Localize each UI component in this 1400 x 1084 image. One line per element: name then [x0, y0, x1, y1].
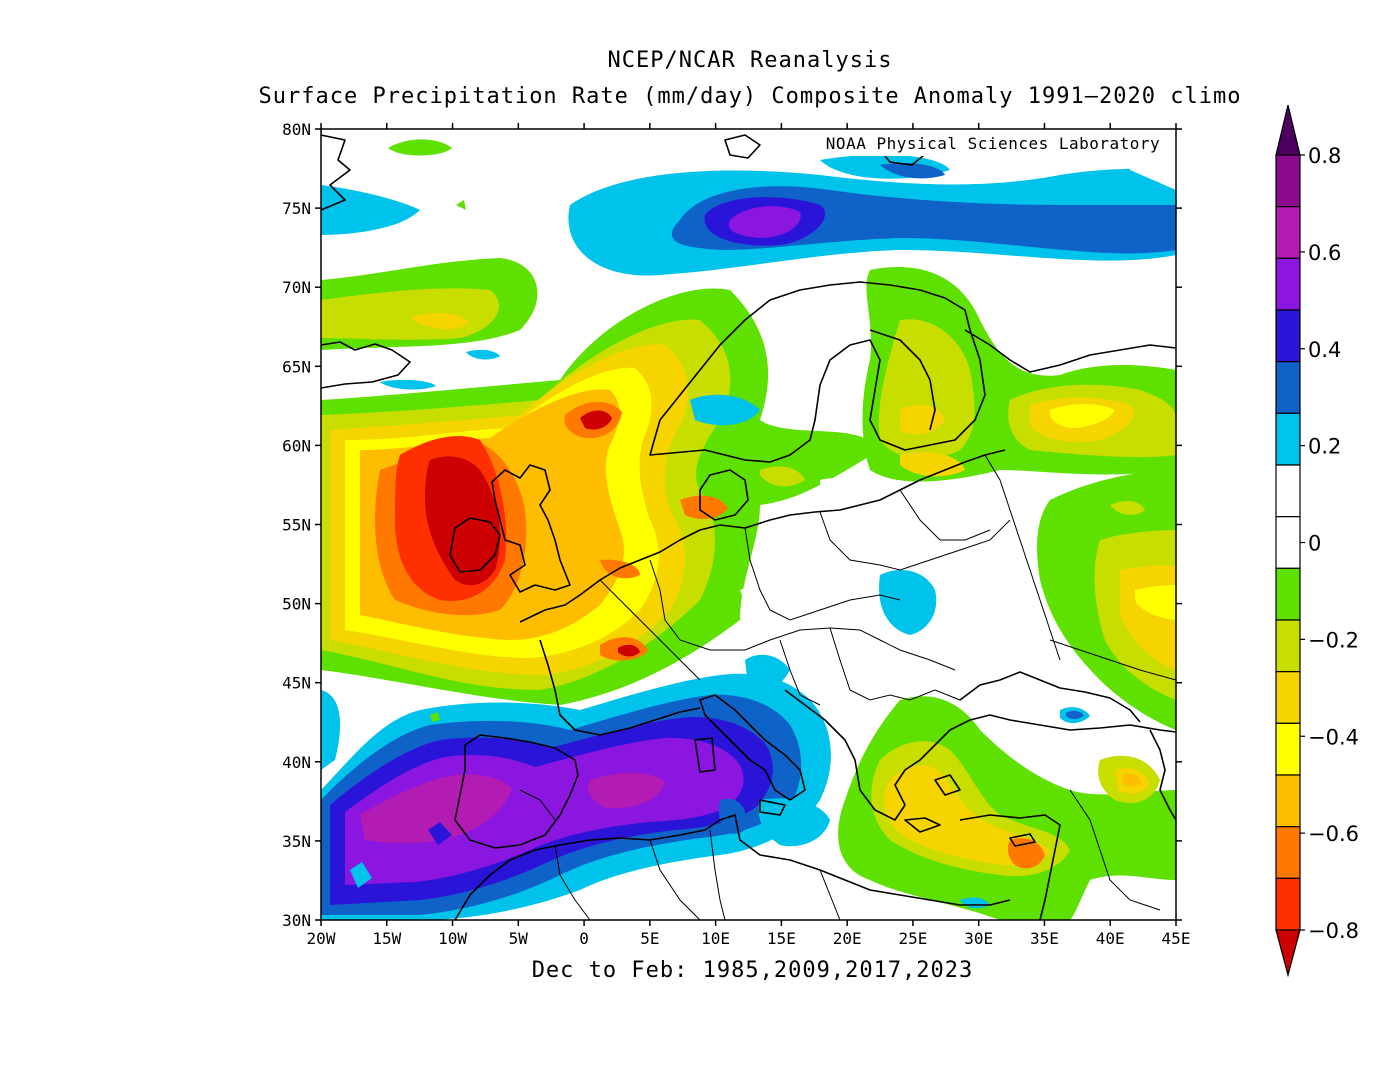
eastern-europe-anomaly: [740, 470, 1176, 734]
lat-label: 70N: [282, 278, 311, 297]
lon-label: 30E: [964, 929, 993, 948]
lon-label: 35E: [1030, 929, 1059, 948]
colorbar-swatch: [1275, 206, 1301, 259]
lon-label: 40E: [1096, 929, 1125, 948]
season-caption: Dec to Feb: 1985,2009,2017,2023: [531, 958, 974, 983]
lat-label: 60N: [282, 436, 311, 455]
lat-label: 50N: [282, 595, 311, 614]
lon-label: 15W: [372, 929, 401, 948]
colorbar-label: −0.4: [1308, 725, 1359, 749]
mediterranean-wet-anomaly: [321, 654, 831, 920]
longitude-axis: 20W 15W 10W 5W 0 5E 10E 15E 20E 25E 30E 35E 40E 45E: [307, 123, 1191, 948]
atlantic-dry-anomaly: [321, 258, 880, 705]
credit-label: NOAA Physical Sciences Laboratory: [812, 132, 1174, 156]
colorbar-min-triangle: [1275, 929, 1301, 978]
lat-label: 55N: [282, 516, 311, 535]
colorbar-label: −0.8: [1308, 919, 1359, 943]
colorbar-label: 0.8: [1308, 144, 1341, 168]
title-line-2: Surface Precipitation Rate (mm/day) Comp…: [258, 84, 1242, 109]
shaded-field: [321, 129, 1176, 920]
lat-label: 65N: [282, 357, 311, 376]
colorbar-label: 0.4: [1308, 338, 1341, 362]
lon-label: 10E: [701, 929, 730, 948]
lat-label: 40N: [282, 753, 311, 772]
colorbar-swatch: [1275, 877, 1301, 931]
lon-label: 20E: [833, 929, 862, 948]
lon-label: 5W: [509, 929, 529, 948]
lat-label: 35N: [282, 832, 311, 851]
lon-label: 5E: [640, 929, 659, 948]
title-line-1: NCEP/NCAR Reanalysis: [607, 48, 893, 73]
colorbar-max-triangle: [1275, 104, 1301, 156]
country-borders: [519, 454, 1176, 920]
colorbar-label: −0.2: [1308, 628, 1359, 652]
coastlines: [321, 134, 1176, 920]
scandinavia-dry-anomaly: [690, 267, 1176, 502]
colorbar-label: 0.2: [1308, 435, 1341, 459]
colorbar-swatch: [1275, 464, 1301, 518]
latitude-axis: 30N 35N 40N 45N 50N 55N 60N 65N 70N 75N 80N: [282, 120, 1182, 930]
colorbar-swatch: [1275, 154, 1301, 208]
colorbar-swatch: [1275, 257, 1301, 311]
colorbar-label: −0.6: [1308, 822, 1359, 846]
colorbar-swatch: [1275, 619, 1301, 673]
lon-label: 0: [579, 929, 589, 948]
lon-label: 15E: [767, 929, 796, 948]
lat-label: 30N: [282, 911, 311, 930]
colorbar-label: 0.6: [1308, 241, 1341, 265]
colorbar-swatch: [1275, 516, 1301, 569]
lon-label: 10W: [438, 929, 467, 948]
aegean-levant-dry-anomaly: [838, 696, 1176, 920]
colorbar-swatch: [1275, 412, 1301, 466]
lat-label: 45N: [282, 674, 311, 693]
colorbar: 0.8 0.6 0.4 0.2 0 −0.2 −0.4 −0.6 −0.8: [1275, 104, 1359, 978]
colorbar-swatch: [1275, 309, 1301, 363]
colorbar-swatch: [1275, 361, 1301, 414]
lat-label: 75N: [282, 199, 311, 218]
lon-label: 25E: [898, 929, 927, 948]
lon-label: 45E: [1162, 929, 1191, 948]
colorbar-swatch: [1275, 671, 1301, 724]
lat-label: 80N: [282, 120, 311, 139]
colorbar-swatch: [1275, 826, 1301, 879]
lon-label: 20W: [307, 929, 336, 948]
colorbar-swatch: [1275, 722, 1301, 776]
colorbar-label: 0: [1308, 532, 1321, 556]
colorbar-swatch: [1275, 774, 1301, 828]
colorbar-swatch: [1275, 567, 1301, 621]
